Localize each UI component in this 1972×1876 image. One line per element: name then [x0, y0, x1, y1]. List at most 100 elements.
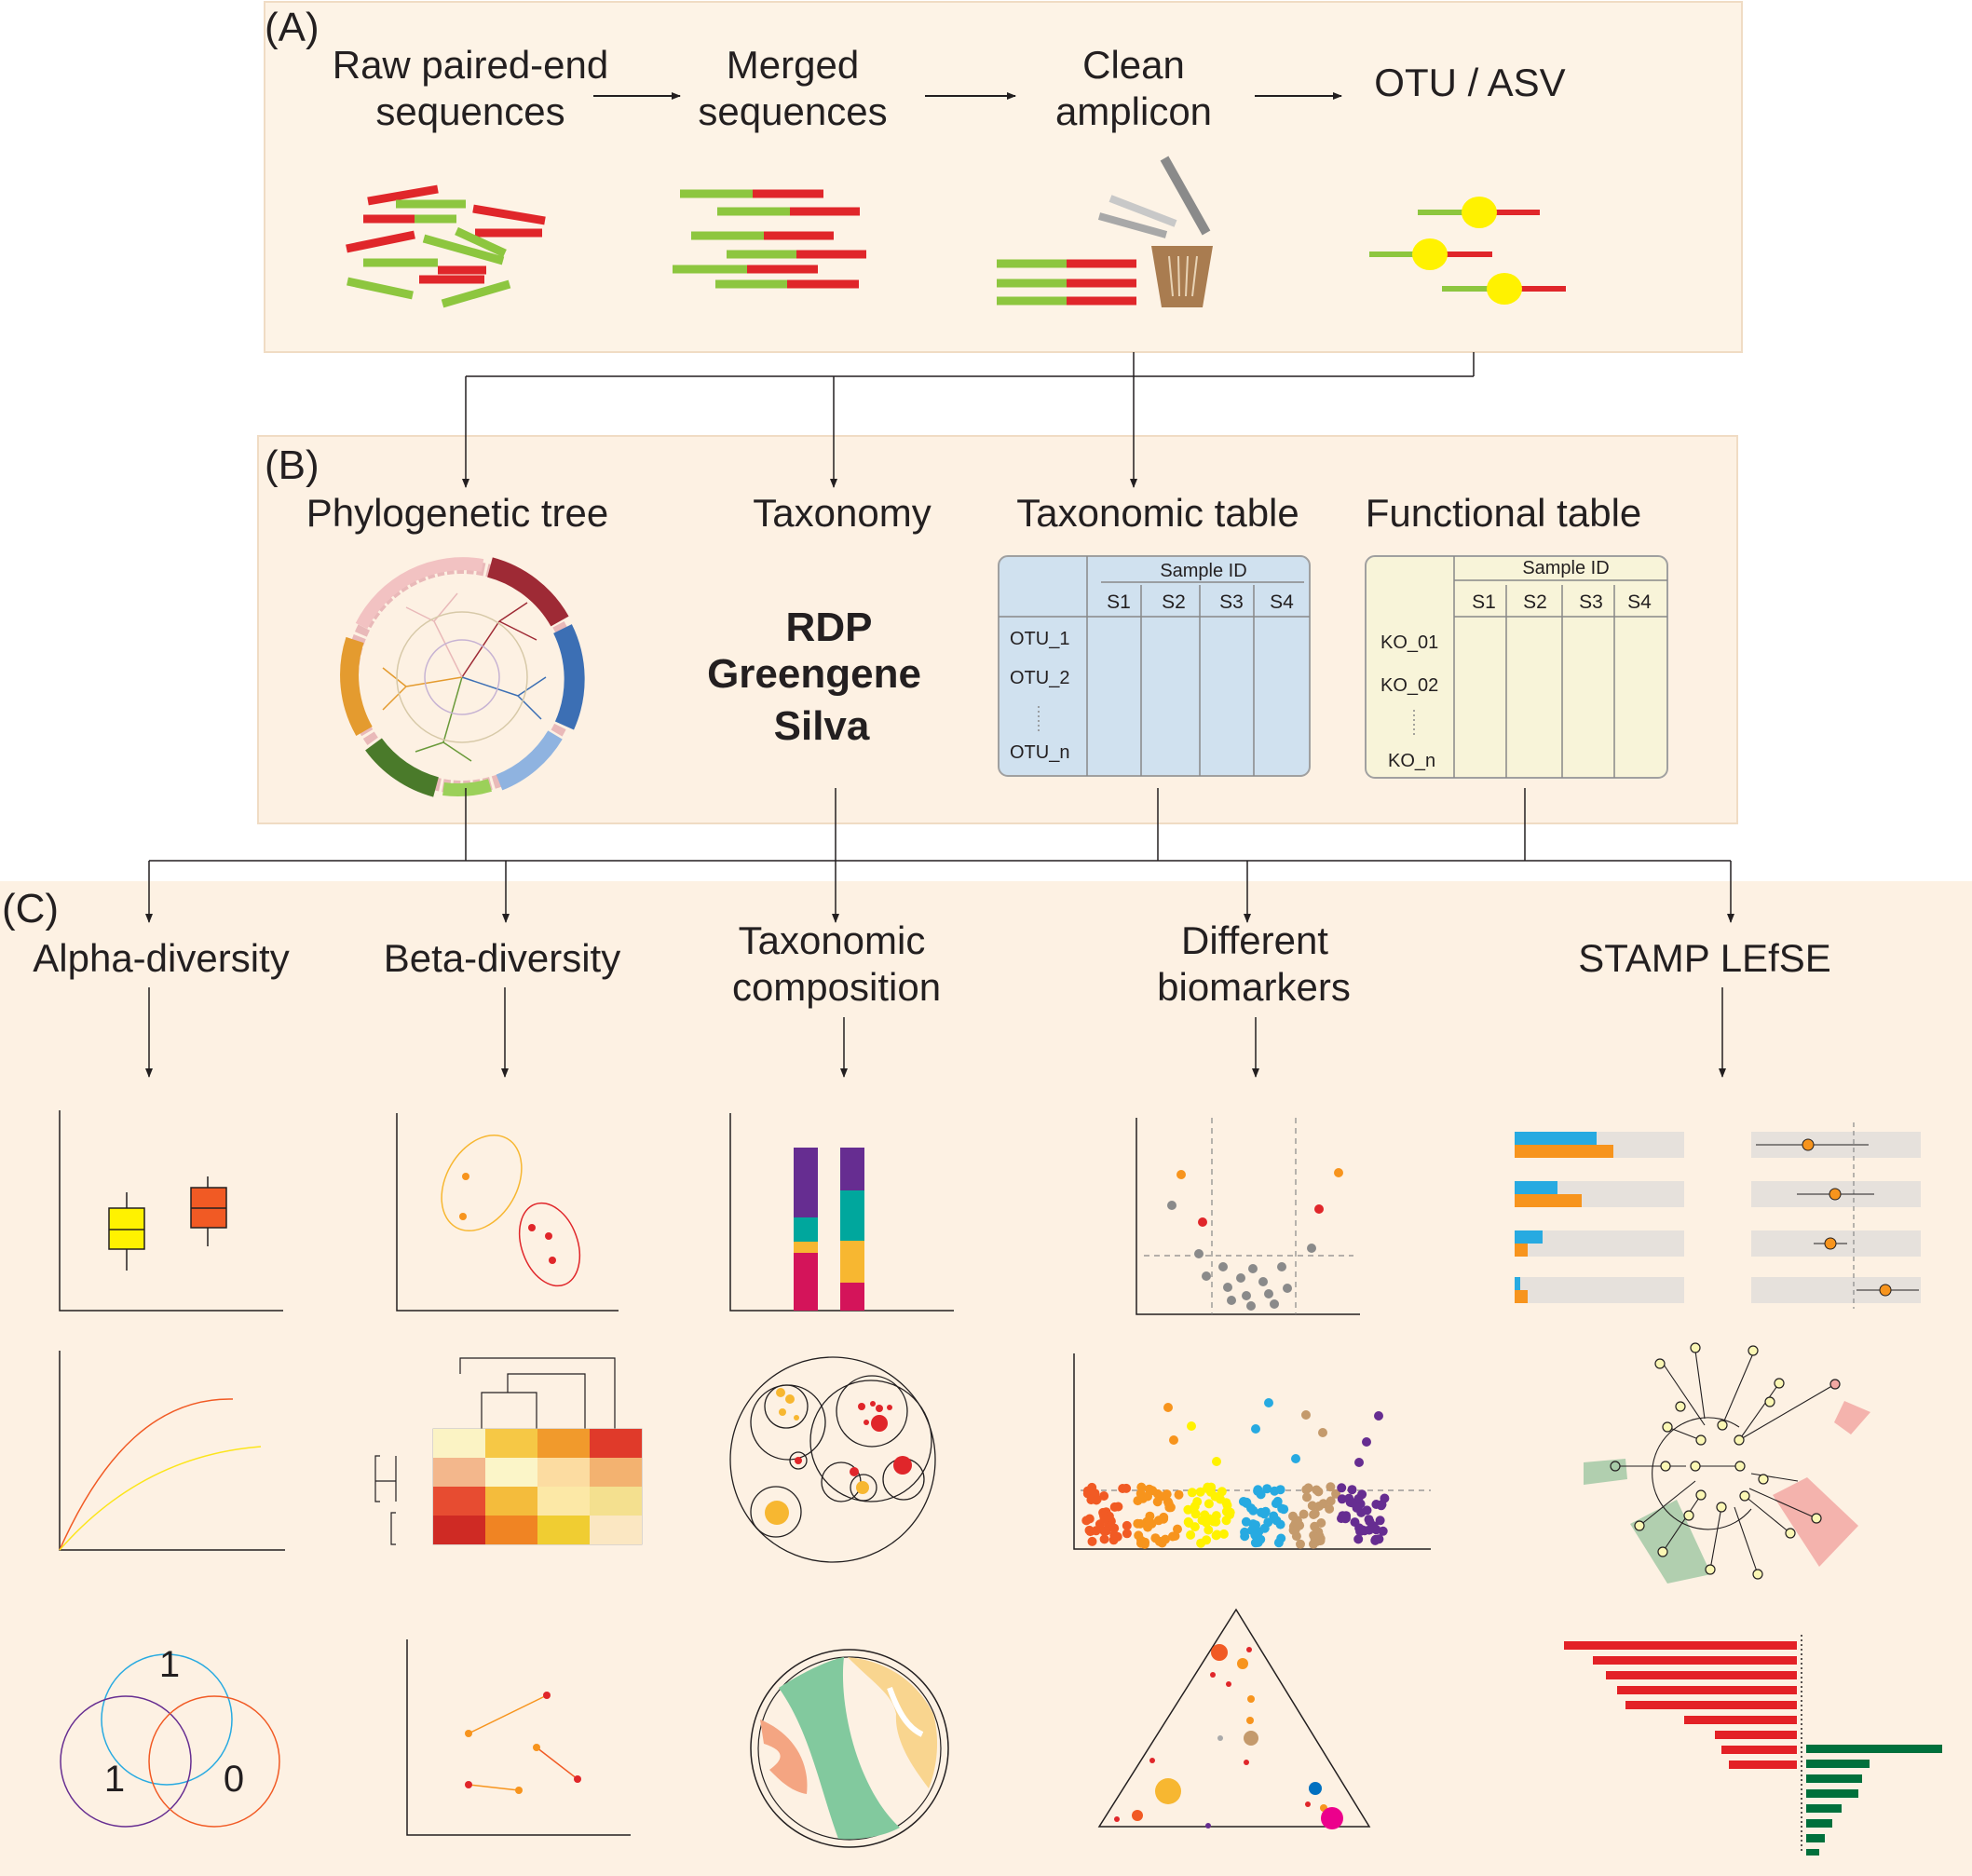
- ternary-plot-icon: [1097, 1608, 1371, 1829]
- manhattan-dot: [1081, 1516, 1092, 1526]
- manhattan-dot: [1312, 1485, 1322, 1495]
- manhattan-dot: [1099, 1514, 1109, 1524]
- manhattan-dot: [1307, 1501, 1317, 1511]
- manhattan-dot: [1256, 1534, 1266, 1544]
- manhattan-dot: [1279, 1504, 1289, 1515]
- manhattan-dot: [1192, 1497, 1203, 1507]
- manhattan-dot: [1365, 1516, 1375, 1527]
- manhattan-dot: [1112, 1531, 1122, 1542]
- clean-amplicon-icon: [997, 259, 1136, 306]
- manhattan-dot: [1325, 1503, 1335, 1514]
- taxonomic-composition-title-line1: Taxonomic: [739, 918, 926, 962]
- heatmap-dendrogram-icon: [374, 1357, 643, 1545]
- lefse-cladogram-icon: [1584, 1342, 1870, 1584]
- manhattan-plot-icon: [1073, 1353, 1431, 1550]
- manhattan-dot: [1204, 1499, 1214, 1509]
- manhattan-dot: [1183, 1504, 1193, 1515]
- manhattan-dot: [1273, 1538, 1284, 1548]
- manhattan-dot: [1309, 1539, 1318, 1549]
- functional-table-col-s3: S3: [1579, 591, 1603, 613]
- title-down-arrows: [145, 987, 1726, 1078]
- manhattan-dot: [1377, 1500, 1387, 1510]
- functional-table-col-s2: S2: [1523, 591, 1547, 613]
- paired-points-icon: [406, 1639, 631, 1836]
- manhattan-dot: [1203, 1482, 1213, 1492]
- manhattan-dot: [1187, 1488, 1197, 1498]
- taxonomic-table-row-otun: OTU_n: [1010, 742, 1069, 763]
- rarefaction-curve-icon: [59, 1351, 285, 1551]
- manhattan-dot: [1337, 1483, 1347, 1493]
- trash-bin-icon: [1097, 156, 1213, 307]
- stacked-bar-icon: [729, 1113, 954, 1312]
- taxonomic-table-col-s1: S1: [1107, 591, 1131, 613]
- taxonomic-table-row-otu2: OTU_2: [1010, 668, 1069, 688]
- venn-right-count: 0: [224, 1759, 244, 1800]
- manhattan-dot: [1161, 1534, 1170, 1544]
- database-greengene: Greengene: [707, 651, 921, 697]
- manhattan-dot: [1262, 1484, 1272, 1494]
- database-rdp: RDP: [786, 605, 873, 650]
- manhattan-dot: [1240, 1531, 1250, 1542]
- manhattan-dot: [1099, 1491, 1109, 1501]
- manhattan-dot: [1378, 1526, 1388, 1536]
- manhattan-dot: [1256, 1489, 1266, 1500]
- taxonomic-table-col-s4: S4: [1270, 591, 1294, 613]
- manhattan-dot: [1221, 1506, 1231, 1516]
- manhattan-dot: [1374, 1534, 1384, 1544]
- manhattan-dot: [1263, 1517, 1273, 1528]
- manhattan-dot: [1087, 1536, 1097, 1546]
- different-biomarkers-title-line2: biomarkers: [1157, 965, 1351, 1009]
- manhattan-dot: [1272, 1496, 1283, 1506]
- taxonomic-table-row-otu1: OTU_1: [1010, 629, 1069, 649]
- circle-packing-icon: [729, 1356, 936, 1563]
- manhattan-dot: [1118, 1484, 1128, 1493]
- manhattan-dot: [1221, 1498, 1231, 1508]
- manhattan-dot: [1270, 1486, 1280, 1496]
- manhattan-dot: [1082, 1486, 1093, 1496]
- taxonomic-table-title: Taxonomic table: [1016, 491, 1299, 535]
- manhattan-dot: [1337, 1494, 1347, 1504]
- manhattan-dot: [1302, 1492, 1312, 1502]
- beta-diversity-title: Beta-diversity: [384, 936, 620, 980]
- manhattan-dot: [1190, 1509, 1201, 1519]
- functional-table-col-s1: S1: [1472, 591, 1496, 613]
- manhattan-dot: [1144, 1518, 1154, 1529]
- manhattan-dot: [1331, 1489, 1341, 1499]
- venn-left-count: 1: [104, 1759, 125, 1800]
- manhattan-dot: [1133, 1496, 1143, 1506]
- panel-c-background: [0, 881, 1972, 1876]
- venn-diagram-icon: [60, 1653, 280, 1828]
- panel-b-label: (B): [265, 442, 320, 488]
- functional-table-row-kon: KO_n: [1388, 751, 1435, 771]
- otu-asv-icon: [1369, 197, 1566, 305]
- merged-sequences-title-line1: Merged: [727, 43, 859, 87]
- lefse-lda-bars-icon: [1564, 1635, 1942, 1856]
- connectors-b-to-c: [145, 788, 1734, 923]
- functional-table: Sample ID S1 S2 S3 S4 KO_01 KO_02 KO_n: [1365, 555, 1668, 779]
- manhattan-dot: [1362, 1505, 1372, 1516]
- manhattan-dot: [1200, 1510, 1210, 1520]
- manhattan-dot: [1318, 1499, 1328, 1509]
- manhattan-dot: [1148, 1486, 1158, 1496]
- taxonomic-table-col-s2: S2: [1162, 591, 1186, 613]
- manhattan-dot: [1218, 1529, 1229, 1539]
- connectors-a-to-b: [462, 352, 1475, 488]
- clean-amplicon-title-line2: amplicon: [1055, 89, 1212, 133]
- manhattan-dot: [1301, 1485, 1312, 1495]
- manhattan-dot: [1153, 1516, 1163, 1526]
- manhattan-dot: [1099, 1534, 1109, 1544]
- manhattan-dot: [1353, 1534, 1364, 1544]
- manhattan-dot: [1183, 1516, 1193, 1527]
- chord-diagram-icon: [750, 1649, 949, 1848]
- functional-table-row-ko01: KO_01: [1380, 632, 1438, 653]
- clean-amplicon-title-line1: Clean: [1082, 43, 1185, 87]
- manhattan-dot: [1217, 1487, 1227, 1497]
- manhattan-dot: [1340, 1514, 1351, 1524]
- manhattan-dot: [1091, 1526, 1101, 1536]
- manhattan-dot: [1347, 1498, 1357, 1508]
- volcano-plot-icon: [1136, 1118, 1360, 1315]
- manhattan-dot: [1196, 1538, 1206, 1548]
- manhattan-dot: [1136, 1518, 1146, 1529]
- manhattan-dot: [1350, 1517, 1360, 1528]
